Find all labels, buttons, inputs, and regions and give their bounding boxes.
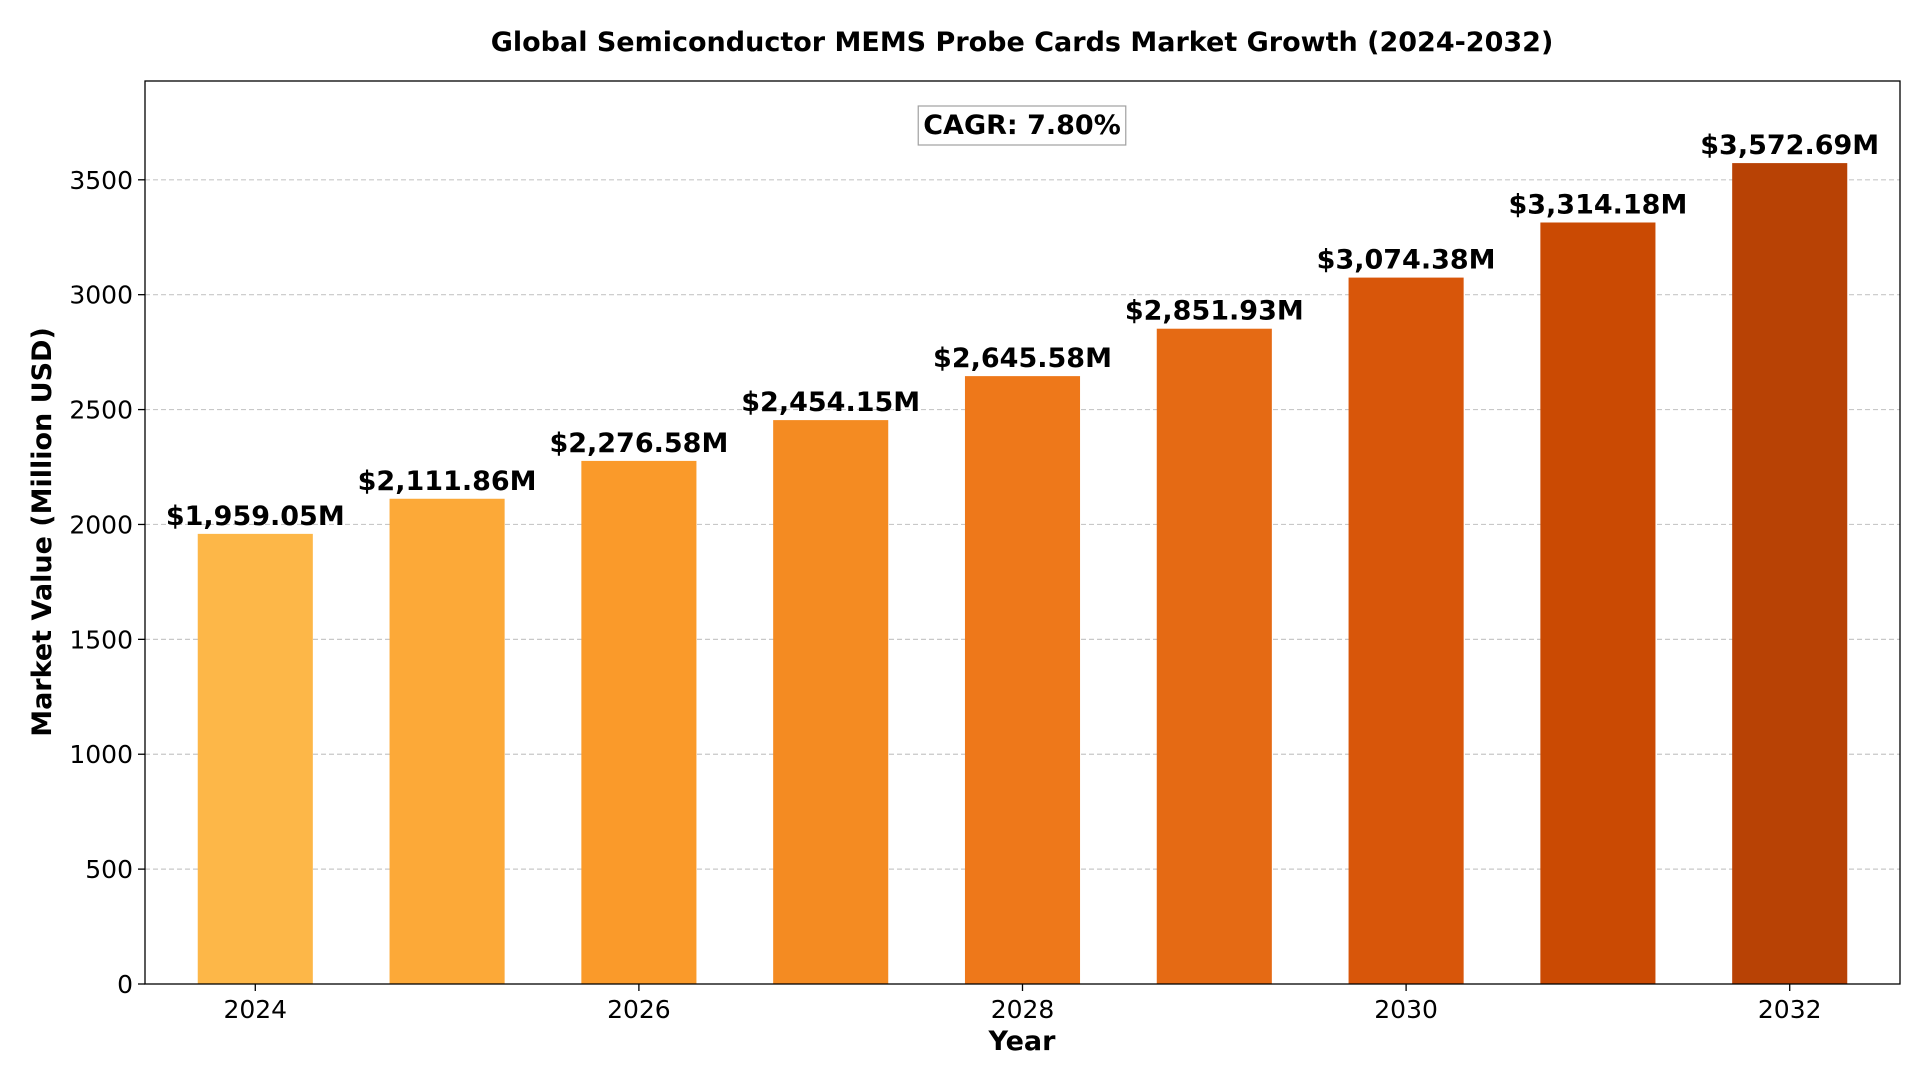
x-tick-label: 2026 bbox=[607, 995, 671, 1024]
y-tick-label: 3500 bbox=[69, 166, 133, 195]
x-axis-label: Year bbox=[988, 1026, 1057, 1057]
y-tick-label: 1000 bbox=[69, 740, 133, 769]
data-label-2031: $3,314.18M bbox=[1508, 189, 1687, 220]
bar-2024 bbox=[197, 533, 313, 984]
bar-2031 bbox=[1540, 222, 1656, 985]
data-label-2025: $2,111.86M bbox=[358, 466, 537, 497]
y-tick-label: 3000 bbox=[69, 281, 133, 310]
x-tick-label: 2032 bbox=[1758, 995, 1822, 1024]
plot-frame bbox=[144, 80, 1901, 985]
y-tick-label: 0 bbox=[117, 970, 133, 999]
bar-2032 bbox=[1732, 163, 1848, 984]
bar-2027 bbox=[773, 420, 889, 984]
x-tick-label: 2024 bbox=[223, 995, 287, 1024]
cagr-annotation: CAGR: 7.80% bbox=[917, 105, 1127, 146]
data-label-2029: $2,851.93M bbox=[1125, 296, 1304, 327]
bar-2029 bbox=[1156, 328, 1272, 984]
y-tick-label: 1500 bbox=[69, 625, 133, 654]
bar-2025 bbox=[389, 498, 505, 984]
bar-2026 bbox=[581, 460, 697, 984]
x-tick-label: 2028 bbox=[991, 995, 1055, 1024]
data-label-2028: $2,645.58M bbox=[933, 343, 1112, 374]
y-tick-label: 2500 bbox=[69, 396, 133, 425]
x-tick-label: 2030 bbox=[1374, 995, 1438, 1024]
chart-title: Global Semiconductor MEMS Probe Cards Ma… bbox=[491, 27, 1554, 58]
data-label-2026: $2,276.58M bbox=[549, 428, 728, 459]
axes: 0 500 1000 1500 2000 2500 3000 3500 2024 2026 2028… bbox=[69, 80, 1901, 1024]
cagr-annotation-text: CAGR: 7.80% bbox=[923, 110, 1121, 141]
data-label-2027: $2,454.15M bbox=[741, 387, 920, 418]
data-label-2030: $3,074.38M bbox=[1317, 245, 1496, 276]
bar-2028 bbox=[964, 376, 1081, 985]
y-tick-label: 2000 bbox=[69, 510, 133, 539]
data-label-2032: $3,572.69M bbox=[1700, 130, 1879, 161]
y-axis-label: Market Value (Million USD) bbox=[27, 327, 58, 737]
cagr-annotation-box bbox=[917, 105, 1127, 146]
bar-2030 bbox=[1348, 277, 1464, 984]
data-label-2024: $1,959.05M bbox=[166, 501, 345, 532]
y-tick-label: 500 bbox=[85, 855, 133, 884]
data-labels: $1,959.05M $2,111.86M $2,276.58M $2,454.15M… bbox=[166, 130, 1879, 532]
bars bbox=[197, 163, 1848, 985]
